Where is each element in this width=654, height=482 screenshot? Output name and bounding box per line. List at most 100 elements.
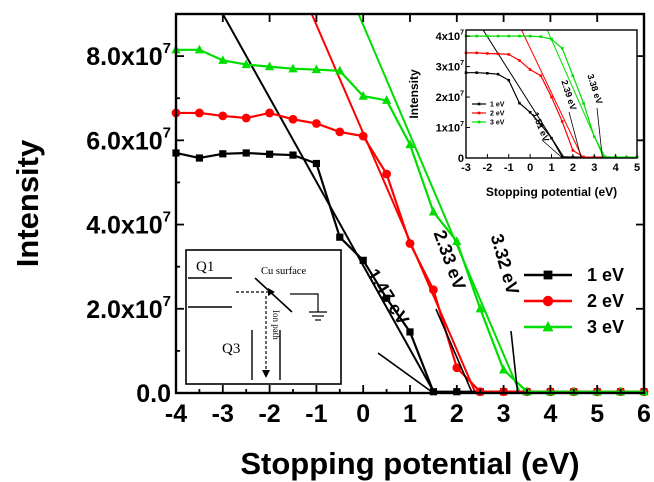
inset-legend-label-3: 3 eV [490,120,505,127]
inset-threshold-pointer-2 [568,111,582,159]
inset-data-point [550,95,553,99]
x-tick-label: 5 [590,400,604,428]
y-axis-title: Intensity [10,139,45,267]
inset-data-point [507,34,511,38]
data-point [289,151,297,159]
inset-data-point [592,135,596,138]
inset-data-point [603,155,607,159]
inset-y-tick-label: 0 [458,153,464,165]
data-point [452,236,462,245]
schematic-frame [185,249,342,385]
inset-data-point [571,149,575,152]
data-point [218,111,228,121]
x-tick-label: 2 [450,400,464,428]
inset-data-point [539,74,543,78]
inset-data-point [550,37,553,41]
inset-data-point [550,136,553,140]
inset-data-point [582,101,585,105]
data-point [336,233,344,241]
x-tick-label: -4 [165,400,187,428]
inset-x-tick-label: 2 [570,162,576,174]
ground-wire [290,293,319,312]
inset-y-axis-title: Intensity [407,69,421,119]
inset-data-point [571,74,575,78]
legend-marker-2 [542,295,554,307]
data-point [242,149,250,157]
y-tick-label: 4.0x107 [86,209,171,240]
cu-surface-label: Cu surface [261,266,307,277]
data-point [241,113,251,123]
inset-threshold-pointer-3 [596,107,603,159]
inset-legend-label-2: 2 eV [490,111,505,118]
inset-fit-line-2 [521,30,583,158]
data-point [405,239,415,248]
data-point [359,256,367,264]
inset-x-tick-label: 4 [613,162,620,174]
inset-data-point [560,155,564,159]
threshold-pointer-3 [510,330,519,394]
data-point [383,294,391,302]
threshold-pointer-2 [435,308,473,394]
inset-y-tick-label: 3x107 [436,60,464,74]
data-point [405,139,415,149]
q1-label: Q1 [196,259,214,275]
data-point [219,150,227,158]
inset-data-point [539,123,543,126]
fit-line-3 [357,14,521,393]
inset-data-point [582,155,585,159]
inset-data-point [518,34,521,38]
data-point [382,169,391,179]
x-tick-label: 0 [356,400,370,428]
data-point [218,55,228,64]
data-point [266,150,274,158]
ion-beam-arrowhead [268,288,275,296]
x-axis-title: Stopping potential (eV) [240,446,579,481]
inset-x-tick-label: -2 [482,162,492,174]
y-tick-label: 0.0 [136,380,171,408]
data-point [288,114,298,124]
inset-data-point [560,46,564,50]
inset-x-tick-label: -3 [461,162,471,174]
inset-legend-marker-2 [477,111,481,115]
data-point [194,44,204,54]
inset-data-point [486,52,489,55]
data-point [452,363,462,373]
x-tick-label: -2 [258,400,280,428]
cu-surface-plate [254,277,293,313]
legend-label-1: 1 eV [587,265,624,285]
data-point [358,131,368,141]
q3-label: Q3 [222,341,240,357]
inset-data-point [518,59,521,62]
data-point [358,91,368,100]
legend-label-2: 2 eV [587,291,624,311]
inset-x-tick-label: 3 [591,162,597,174]
threshold-pointer-1 [377,352,434,394]
inset-x-tick-label: 0 [527,162,533,174]
inset-x-tick-label: 5 [634,162,640,174]
x-tick-label: -3 [212,400,234,428]
inset-legend-marker-1 [477,102,481,106]
inset-x-tick-label: 1 [548,162,554,174]
inset-y-tick-label: 4x107 [436,29,464,43]
inset-data-point [475,51,478,55]
data-point [429,285,438,295]
data-point [406,328,414,336]
x-tick-label: 3 [497,400,511,428]
legend: 1 eV 2 eV 3 eV [524,265,624,337]
data-point [382,95,392,104]
data-point [265,61,275,71]
inset-data-point [625,155,628,159]
legend-marker-1 [543,270,553,280]
y-tick-label: 6.0x107 [86,124,171,155]
data-point [428,206,438,216]
inset-legend-marker-3 [477,120,481,124]
inset-data-point [528,110,532,114]
legend-label-3: 3 eV [587,317,624,337]
data-point [335,65,345,75]
data-point [499,364,509,374]
inset-data-point [528,34,532,38]
y-tick-label: 8.0x107 [86,40,171,71]
